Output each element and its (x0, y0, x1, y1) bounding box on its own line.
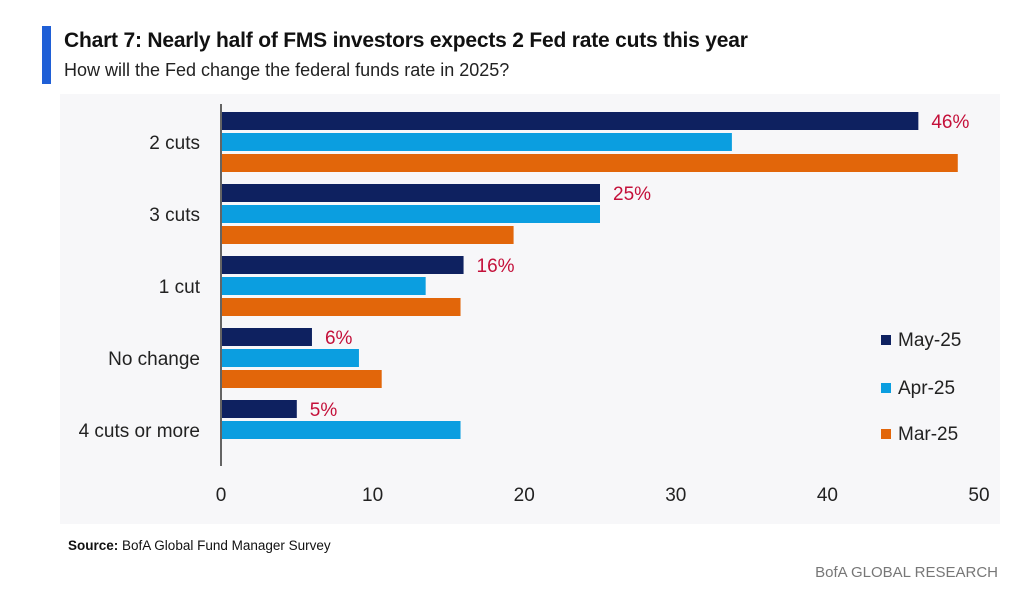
source-text: BofA Global Fund Manager Survey (122, 538, 331, 553)
brand-footer: BofA GLOBAL RESEARCH (815, 564, 998, 581)
data-label: 5% (310, 400, 338, 421)
bar-may-25-no-change (222, 328, 312, 346)
x-tick-label: 10 (362, 485, 383, 506)
chart-subtitle: How will the Fed change the federal fund… (64, 60, 510, 80)
x-tick-label: 0 (216, 485, 227, 506)
legend-label: Apr-25 (898, 378, 955, 399)
category-label: 3 cuts (149, 205, 200, 226)
legend-label: May-25 (898, 330, 961, 351)
bar-apr-25-2-cuts (222, 133, 732, 151)
data-label: 46% (931, 112, 969, 133)
data-label: 6% (325, 328, 353, 349)
bar-apr-25-no-change (222, 349, 359, 367)
legend-swatch (881, 429, 891, 439)
data-label: 16% (477, 256, 515, 277)
x-tick-label: 40 (817, 485, 838, 506)
source-label: Source: (68, 538, 119, 553)
bar-may-25-2-cuts (222, 112, 919, 130)
chart-title: Chart 7: Nearly half of FMS investors ex… (64, 29, 748, 52)
category-label: 1 cut (159, 277, 201, 298)
category-label: 2 cuts (149, 133, 200, 154)
bar-apr-25-4-cuts-or-more (222, 421, 461, 439)
x-tick-label: 50 (968, 485, 989, 506)
data-label: 25% (613, 184, 651, 205)
title-accent-bar (42, 26, 51, 84)
category-label: 4 cuts or more (79, 421, 200, 442)
bar-mar-25-no-change (222, 370, 382, 388)
bar-apr-25-3-cuts (222, 205, 600, 223)
category-label: No change (108, 349, 200, 370)
bar-may-25-3-cuts (222, 184, 600, 202)
legend-swatch (881, 383, 891, 393)
bar-mar-25-1-cut (222, 298, 461, 316)
legend-swatch (881, 335, 891, 345)
bar-apr-25-1-cut (222, 277, 426, 295)
x-tick-label: 20 (514, 485, 535, 506)
bar-may-25-4-cuts-or-more (222, 400, 297, 418)
x-tick-label: 30 (665, 485, 686, 506)
legend-label: Mar-25 (898, 424, 958, 445)
bar-may-25-1-cut (222, 256, 464, 274)
bar-mar-25-2-cuts (222, 154, 958, 172)
bar-mar-25-3-cuts (222, 226, 514, 244)
source-note: Source: BofA Global Fund Manager Survey (68, 538, 331, 553)
